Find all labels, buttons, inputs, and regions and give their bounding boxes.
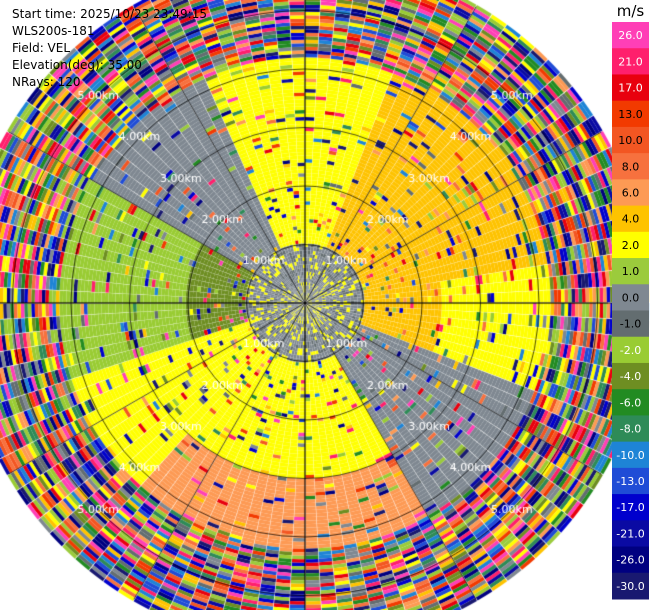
metadata-block: Start time: 2025/10/23 23:49:15 WLS200s-…	[12, 6, 207, 91]
colorbar-swatch	[612, 415, 649, 443]
colorbar-swatch	[612, 389, 649, 416]
colorbar-tick-label: 21.0	[618, 55, 643, 68]
colorbar-swatch	[612, 153, 649, 180]
colorbar-tick-label: -2.0	[620, 344, 641, 357]
colorbar-tick-label: -30.0	[616, 580, 644, 593]
colorbar-tick-label: -8.0	[620, 423, 641, 436]
colorbar-tick-label: -6.0	[620, 396, 641, 409]
colorbar-swatch	[612, 520, 649, 548]
colorbar-tick-label: -1.0	[620, 318, 641, 331]
colorbar-swatch	[612, 22, 649, 49]
colorbar-tick-label: -10.0	[616, 449, 644, 462]
colorbar-tick-label: 2.0	[622, 239, 640, 252]
colorbar-swatch	[612, 179, 649, 207]
start-time-label: Start time: 2025/10/23 23:49:15	[12, 7, 207, 21]
instrument-label: WLS200s-181	[12, 24, 95, 38]
colorbar-tick-label: -21.0	[616, 527, 644, 540]
colorbar-tick-label: 13.0	[618, 108, 643, 121]
colorbar-tick-label: -4.0	[620, 370, 641, 383]
colorbar-swatch	[612, 467, 649, 495]
colorbar-swatch	[612, 362, 649, 390]
colorbar-swatch	[612, 310, 649, 338]
colorbar-tick-label: 26.0	[618, 29, 643, 42]
colorbar-tick-label: -26.0	[616, 554, 644, 567]
colorbar-tick-label: 17.0	[618, 82, 643, 95]
colorbar-swatch	[612, 546, 649, 574]
nrays-label: NRays: 120	[12, 75, 81, 89]
colorbar-swatch	[612, 126, 649, 154]
colorbar-tick-label: 8.0	[622, 160, 640, 173]
colorbar-swatch	[612, 231, 649, 259]
colorbar-tick-label: 6.0	[622, 186, 640, 199]
colorbar-tick-label: 1.0	[622, 265, 640, 278]
colorbar-swatch	[612, 441, 649, 469]
colorbar-swatch	[612, 572, 649, 600]
elevation-label: Elevation(deg): 35.00	[12, 58, 142, 72]
field-label: Field: VEL	[12, 41, 71, 55]
colorbar-swatch	[612, 336, 649, 364]
colorbar-swatch	[612, 284, 649, 311]
colorbar-tick-label: -13.0	[616, 475, 644, 488]
colorbar-swatch	[612, 205, 649, 233]
colorbar-swatch	[612, 494, 649, 521]
colorbar-unit-label: m/s	[617, 2, 645, 20]
colorbar-swatch	[612, 74, 649, 102]
colorbar-swatch	[612, 258, 649, 285]
colorbar-tick-label: 4.0	[622, 213, 640, 226]
colorbar-tick-label: 0.0	[622, 291, 640, 304]
colorbar-swatch	[612, 100, 649, 128]
colorbar-tick-label: 10.0	[618, 134, 643, 147]
colorbar-tick-label: -17.0	[616, 501, 644, 514]
colorbar-swatch	[612, 48, 649, 75]
